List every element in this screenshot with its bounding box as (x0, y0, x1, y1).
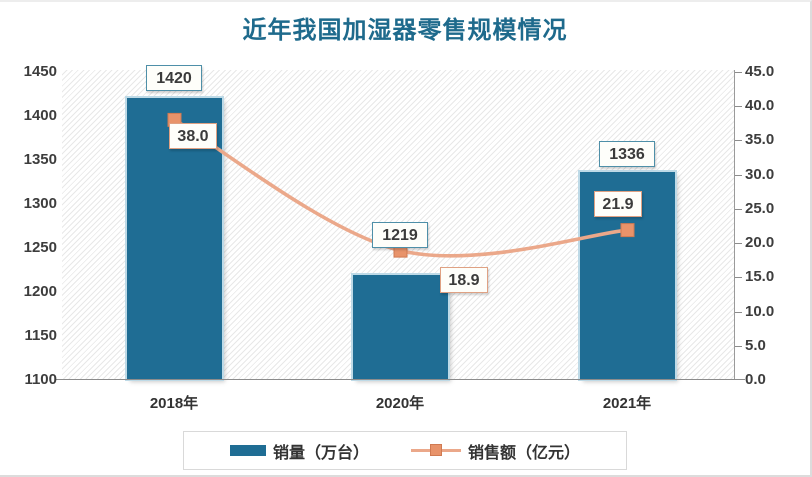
bar-data-label-2020: 1219 (372, 222, 428, 248)
bar-2020 (353, 275, 448, 379)
line-data-label-2018: 38.0 (169, 123, 217, 149)
line-data-label-2021: 21.9 (594, 191, 642, 217)
right-axis-tick: 40.0 (745, 97, 775, 114)
left-axis-tick: 1350 (23, 151, 57, 168)
bar-data-label-2021: 1336 (599, 141, 655, 167)
chart-title: 近年我国加湿器零售规模情况 (242, 17, 568, 44)
x-axis-label-2021: 2021年 (602, 395, 652, 412)
x-axis-line (55, 379, 745, 380)
right-axis-tickmark (735, 243, 742, 244)
right-axis-tick: 10.0 (745, 303, 775, 320)
left-axis-tick: 1100 (24, 371, 57, 388)
line-swatch-marker-icon (430, 444, 442, 456)
legend: 销量（万台） 销售额（亿元） (183, 431, 627, 470)
legend-item-sales-revenue: 销售额（亿元） (411, 439, 580, 463)
left-axis-tick: 1400 (23, 107, 57, 124)
left-axis-tick: 1250 (23, 239, 57, 256)
right-axis-tick: 45.0 (745, 63, 775, 80)
left-axis-tick: 1300 (23, 195, 57, 212)
bar-data-label-2018: 1420 (146, 65, 202, 91)
right-axis-tick: 30.0 (745, 166, 775, 183)
right-axis-tick: 35.0 (745, 131, 775, 148)
line-series-swatch-icon (411, 444, 461, 457)
right-axis-tick: 5.0 (745, 337, 766, 354)
right-axis-tickmark (735, 175, 742, 176)
legend-item-sales-volume: 销量（万台） (229, 439, 369, 463)
right-axis-tickmark (735, 312, 742, 313)
line-data-label-2020: 18.9 (440, 267, 488, 293)
line-marker-2021 (620, 223, 635, 238)
right-axis-tick: 25.0 (745, 200, 775, 217)
plot-area (62, 70, 735, 380)
right-axis-tick: 15.0 (745, 268, 775, 285)
legend-label-sales-volume: 销量（万台） (272, 444, 369, 462)
right-axis-tickmark (735, 106, 742, 107)
right-axis-tickmark (735, 277, 742, 278)
right-axis-tick: 0.0 (745, 371, 766, 388)
legend-label-sales-revenue: 销售额（亿元） (468, 444, 581, 462)
left-axis-tick: 1200 (23, 283, 57, 300)
x-axis-label-2018: 2018年 (149, 395, 199, 412)
left-axis-tick: 1450 (23, 63, 57, 80)
x-axis-label-2020: 2020年 (375, 395, 425, 412)
bar-series-swatch-icon (229, 445, 266, 456)
right-axis-tick: 20.0 (745, 234, 775, 251)
right-axis-tickmark (735, 346, 742, 347)
left-axis-tick: 1150 (24, 327, 57, 344)
right-axis-tickmark (735, 72, 742, 73)
right-axis-tickmark (735, 209, 742, 210)
right-axis-tickmark (735, 140, 742, 141)
